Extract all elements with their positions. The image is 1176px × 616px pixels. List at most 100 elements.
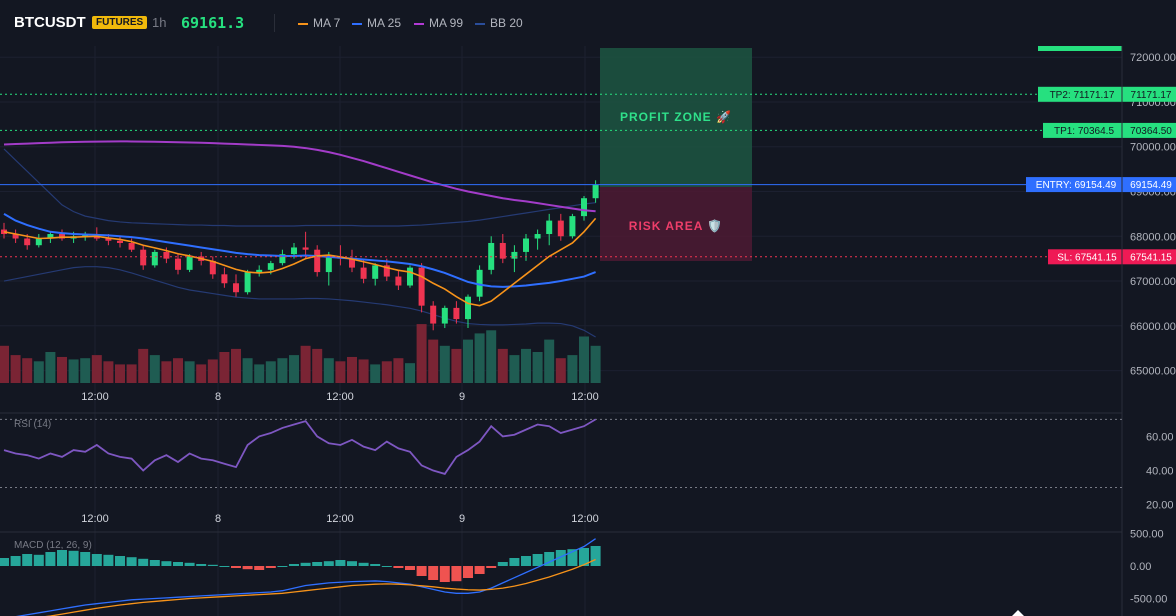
candle-body	[453, 307, 460, 320]
rsi-pane[interactable]	[0, 418, 1122, 489]
macd-hist-bar	[207, 564, 218, 566]
profit-zone[interactable]	[600, 48, 752, 187]
volume-bar	[0, 345, 9, 383]
legend-bb20-label: BB 20	[490, 16, 523, 30]
candle-body	[279, 254, 286, 264]
candle-body	[35, 238, 42, 246]
legend-bb20[interactable]: BB 20	[475, 16, 523, 30]
volume-bar	[323, 358, 334, 383]
time-tick-label: 12:00	[326, 391, 354, 403]
legend-ma7[interactable]: MA 7	[298, 16, 340, 30]
volume-bar	[10, 355, 21, 383]
entry-tag-label: ENTRY: 69154.49	[1036, 180, 1117, 191]
macd-hist-bar	[347, 561, 357, 566]
macd-hist-bar	[393, 566, 404, 568]
legend-ma99[interactable]: MA 99	[414, 16, 463, 30]
grid-lines	[0, 46, 1122, 616]
candle-body	[12, 234, 19, 239]
candle-body	[499, 242, 506, 259]
macd-hist-bar	[370, 564, 381, 566]
candle-body	[407, 267, 413, 286]
scroll-up-icon[interactable]	[1012, 610, 1024, 616]
tp1-axis-label: 70364.50	[1126, 122, 1176, 138]
time-axis-rsi: 12:00 8 12:00 9 12:00	[81, 513, 599, 525]
macd-hist-bar	[231, 566, 241, 568]
rsi-axis: 60.00 40.00 20.00	[1146, 431, 1174, 511]
candle-body	[128, 242, 135, 250]
symbol-name[interactable]: BTCUSDT	[14, 14, 86, 31]
time-tick-label: 9	[459, 391, 465, 403]
candle-body	[511, 251, 518, 259]
macd-hist-bar	[196, 564, 207, 566]
macd-hist-bar	[138, 558, 149, 566]
volume-bar	[161, 361, 172, 383]
volume-bar	[370, 364, 381, 383]
volume-bar	[532, 352, 543, 383]
macd-hist-bar	[509, 558, 520, 566]
macd-hist-bar	[532, 554, 543, 566]
volume-bar	[57, 356, 67, 383]
macd-hist-bar	[45, 552, 56, 566]
candle-body	[349, 258, 355, 268]
candle-body	[465, 296, 471, 320]
legend-ma7-label: MA 7	[313, 16, 341, 30]
candle-body	[267, 263, 274, 270]
rsi-line	[3, 418, 597, 475]
macd-hist-bar	[312, 562, 323, 566]
volume-bar	[439, 345, 450, 383]
macd-hist-bar	[579, 548, 589, 566]
macd-hist-bar	[22, 554, 33, 566]
candle-body	[360, 267, 367, 279]
tp1-tag-label: TP1: 70364.5	[1054, 126, 1114, 137]
macd-hist-bar	[544, 552, 555, 566]
legend-ma25-label: MA 25	[367, 16, 402, 30]
timeframe-selector[interactable]: 1h	[152, 15, 167, 30]
entry-tag[interactable]: ENTRY: 69154.49	[1026, 177, 1126, 193]
top-target-marker	[1038, 46, 1122, 51]
tp1-tag[interactable]: TP1: 70364.5	[1043, 122, 1126, 138]
legend-ma25[interactable]: MA 25	[352, 16, 401, 30]
volume-bar	[265, 361, 276, 383]
candle-body	[314, 249, 321, 273]
rsi-title: RSI (14)	[14, 419, 51, 430]
volume-bar	[579, 336, 589, 383]
price-axis[interactable]: 72000.0071000.0070000.0069000.0068000.00…	[1130, 52, 1176, 377]
candle-body	[476, 269, 483, 297]
ma25-swatch-icon	[352, 22, 362, 25]
volume-bar	[567, 355, 578, 383]
ma7-line	[3, 217, 597, 307]
volume-bar	[80, 358, 91, 383]
macd-tick-label: 0.00	[1130, 561, 1151, 573]
candle-body	[186, 256, 193, 270]
candle-body	[581, 198, 587, 217]
volume-bar	[381, 361, 392, 383]
candle-body	[140, 249, 147, 266]
risk-zone-label: RISK AREA 🛡️	[629, 219, 723, 233]
candlesticks	[1, 180, 599, 331]
volume-bar	[416, 324, 427, 383]
macd-hist-bar	[10, 556, 21, 566]
macd-hist-bar	[335, 560, 346, 566]
macd-hist-bar	[590, 546, 601, 566]
risk-zone[interactable]	[600, 187, 752, 261]
volume-bar	[544, 339, 555, 383]
moving-averages	[3, 140, 597, 307]
volume-bar	[358, 359, 369, 383]
ma99-line	[3, 140, 596, 213]
macd-tick-label: 500.00	[1130, 529, 1164, 541]
time-tick-label: 9	[459, 513, 465, 525]
candle-body	[233, 283, 239, 293]
volume-bar	[126, 364, 137, 383]
volume-bar	[115, 364, 125, 383]
sl-tag[interactable]: SL: 67541.15	[1048, 249, 1126, 265]
macd-pane[interactable]	[0, 538, 601, 616]
volume-bar	[393, 358, 404, 383]
tp2-tag[interactable]: TP2: 71171.17	[1038, 86, 1126, 102]
volume-bar	[219, 352, 230, 383]
macd-hist-bar	[497, 562, 508, 566]
volume-bar	[196, 364, 207, 383]
macd-hist-bar	[486, 566, 497, 568]
candle-body	[418, 267, 425, 306]
